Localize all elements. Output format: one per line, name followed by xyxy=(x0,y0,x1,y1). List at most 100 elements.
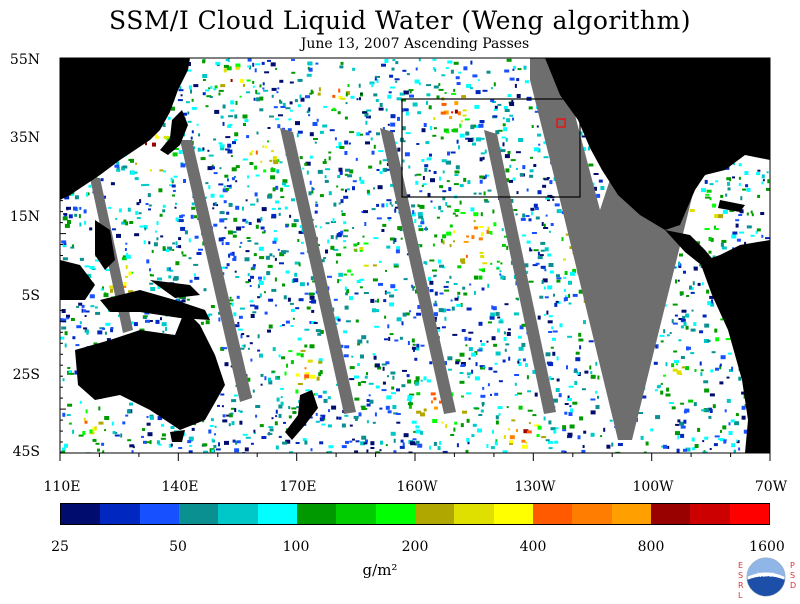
cloud-cell xyxy=(365,439,368,443)
cloud-cell xyxy=(673,350,678,353)
cloud-cell xyxy=(505,168,510,173)
cloud-cell xyxy=(343,195,349,199)
cloud-cell xyxy=(707,301,712,306)
cloud-cell xyxy=(412,287,415,291)
cloud-cell xyxy=(305,95,310,99)
cloud-cell xyxy=(212,202,216,206)
cloud-cell xyxy=(319,329,324,334)
cloud-cell xyxy=(362,235,365,238)
cloud-cell xyxy=(292,411,297,414)
cloud-cell xyxy=(101,442,105,446)
cloud-cell xyxy=(390,183,396,187)
cloud-cell xyxy=(596,193,601,198)
cloud-cell xyxy=(497,406,503,410)
cloud-cell xyxy=(365,116,370,119)
cloud-cell xyxy=(226,211,230,215)
cloud-cell xyxy=(79,400,82,404)
cloud-cell xyxy=(234,408,237,413)
cloud-cell xyxy=(577,435,581,440)
cloud-cell xyxy=(421,218,425,223)
cloud-cell xyxy=(376,169,380,171)
cloud-cell xyxy=(321,259,325,263)
cloud-cell xyxy=(214,433,216,436)
cloud-cell xyxy=(492,306,497,311)
cloud-cell xyxy=(282,283,285,287)
cloud-cell xyxy=(213,444,217,448)
cloud-cell xyxy=(66,206,71,210)
cloud-cell xyxy=(328,191,332,196)
cloud-cell xyxy=(220,84,226,88)
cloud-cell xyxy=(518,138,524,142)
cloud-cell xyxy=(709,183,714,186)
cloud-cell xyxy=(702,314,707,318)
cloud-cell xyxy=(253,429,256,433)
cloud-cell xyxy=(344,305,349,310)
cloud-cell xyxy=(432,67,435,70)
cloud-cell xyxy=(307,61,313,66)
cloud-cell xyxy=(574,368,578,371)
cloud-cell xyxy=(501,228,504,232)
cloud-cell xyxy=(304,328,310,331)
cloud-cell xyxy=(553,427,559,430)
cloud-cell xyxy=(433,117,436,120)
cloud-cell xyxy=(537,148,541,153)
cloud-cell xyxy=(718,438,724,441)
cloud-cell xyxy=(333,202,337,207)
cloud-cell xyxy=(280,187,284,192)
cloud-cell xyxy=(453,230,456,234)
cloud-cell xyxy=(257,296,261,299)
cloud-cell xyxy=(417,305,421,309)
cloud-cell xyxy=(359,286,363,289)
cloud-cell xyxy=(465,449,469,453)
cloud-cell xyxy=(735,413,739,417)
cloud-cell xyxy=(488,231,492,234)
cloud-cell xyxy=(326,451,329,453)
cloud-cell xyxy=(720,355,726,360)
cloud-cell xyxy=(270,62,276,67)
cloud-cell xyxy=(219,144,225,148)
cloud-cell xyxy=(202,59,206,64)
cloud-cell xyxy=(449,275,452,279)
cloud-cell xyxy=(177,99,183,102)
cloud-cell xyxy=(297,78,303,82)
cloud-cell xyxy=(366,372,368,376)
cloud-cell xyxy=(521,323,526,327)
cloud-cell xyxy=(335,260,338,264)
cloud-cell xyxy=(364,375,368,379)
cloud-cell xyxy=(146,259,150,264)
cloud-cell xyxy=(527,409,533,412)
cloud-cell xyxy=(231,251,235,256)
cloud-cell xyxy=(178,150,183,154)
colorbar-label-25: 25 xyxy=(51,539,69,555)
cloud-cell xyxy=(173,175,178,178)
cloud-cell xyxy=(255,224,259,229)
cloud-cell xyxy=(84,310,90,313)
cloud-cell xyxy=(68,422,72,425)
logo-letter-d: D xyxy=(790,581,796,590)
cloud-cell xyxy=(171,184,176,188)
cloud-cell xyxy=(690,291,695,294)
cloud-cell xyxy=(394,200,398,204)
cloud-cell xyxy=(240,78,245,83)
cloud-cell xyxy=(118,314,120,317)
cloud-cell xyxy=(66,317,70,320)
cloud-cell xyxy=(221,237,226,240)
cloud-cell xyxy=(767,179,770,184)
cloud-cell xyxy=(552,198,555,201)
cloud-cell xyxy=(344,140,349,145)
cloud-cell xyxy=(413,347,415,352)
cloud-cell xyxy=(719,363,722,367)
cloud-cell xyxy=(422,183,427,186)
cloud-cell xyxy=(493,222,497,227)
cloud-cell xyxy=(157,416,162,421)
cloud-cell xyxy=(440,111,446,115)
cloud-cell xyxy=(402,159,405,163)
cloud-cell xyxy=(686,295,690,297)
cloud-cell xyxy=(332,107,336,111)
cloud-cell xyxy=(543,286,546,290)
cloud-cell xyxy=(89,227,93,231)
cloud-cell xyxy=(617,443,623,446)
cloud-cell xyxy=(407,402,413,406)
cloud-cell xyxy=(720,194,724,198)
cloud-cell xyxy=(459,184,464,188)
